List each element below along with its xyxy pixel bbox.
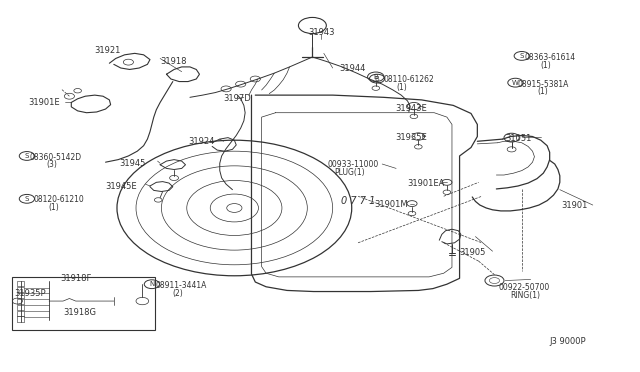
- Text: 31944: 31944: [339, 64, 365, 73]
- Text: 31945: 31945: [119, 159, 145, 168]
- Text: 00922-50700: 00922-50700: [499, 283, 550, 292]
- Text: 31943E: 31943E: [395, 104, 427, 113]
- Text: 31921: 31921: [94, 46, 121, 55]
- Text: PLUG(1): PLUG(1): [334, 167, 365, 177]
- Text: 31918G: 31918G: [63, 308, 96, 317]
- Text: 31935P: 31935P: [14, 289, 46, 298]
- Text: (3): (3): [46, 160, 57, 169]
- Text: S: S: [25, 153, 29, 159]
- Text: 31901E: 31901E: [28, 98, 60, 107]
- Text: J3 9000P: J3 9000P: [550, 337, 586, 346]
- Text: (1): (1): [537, 87, 548, 96]
- Text: (1): (1): [541, 61, 552, 70]
- Text: 31901M: 31901M: [374, 200, 408, 209]
- Text: S: S: [25, 196, 29, 202]
- Text: B: B: [375, 76, 380, 81]
- Text: 3197D: 3197D: [223, 93, 252, 103]
- Text: 08363-61614: 08363-61614: [524, 52, 575, 61]
- Text: 08120-61210: 08120-61210: [33, 195, 84, 205]
- Text: 31924: 31924: [189, 137, 215, 146]
- Text: 00933-11000: 00933-11000: [328, 160, 379, 169]
- Bar: [12, 276, 155, 330]
- Text: 08915-5381A: 08915-5381A: [518, 80, 570, 89]
- Text: 31943: 31943: [308, 28, 335, 36]
- Text: 31901EA: 31901EA: [408, 179, 445, 187]
- Text: S: S: [520, 53, 524, 59]
- Text: 31051: 31051: [505, 134, 532, 143]
- Text: 31935E: 31935E: [395, 133, 427, 142]
- Text: (1): (1): [396, 83, 407, 92]
- Text: 08110-61262: 08110-61262: [383, 75, 434, 84]
- Text: (2): (2): [173, 289, 184, 298]
- Text: 08360-5142D: 08360-5142D: [29, 153, 81, 162]
- Text: 31918F: 31918F: [60, 274, 92, 283]
- Text: 31918: 31918: [160, 57, 187, 66]
- Text: 31901: 31901: [561, 201, 588, 209]
- Text: 31945E: 31945E: [106, 182, 137, 190]
- Text: 0 7 7 1: 0 7 7 1: [341, 196, 375, 206]
- Text: W: W: [512, 80, 519, 86]
- Text: 08911-3441A: 08911-3441A: [155, 281, 207, 290]
- Text: (1): (1): [49, 203, 60, 212]
- Text: B: B: [374, 74, 378, 80]
- Text: 31905: 31905: [460, 248, 486, 257]
- Text: N: N: [149, 281, 154, 287]
- Text: RING(1): RING(1): [510, 291, 540, 300]
